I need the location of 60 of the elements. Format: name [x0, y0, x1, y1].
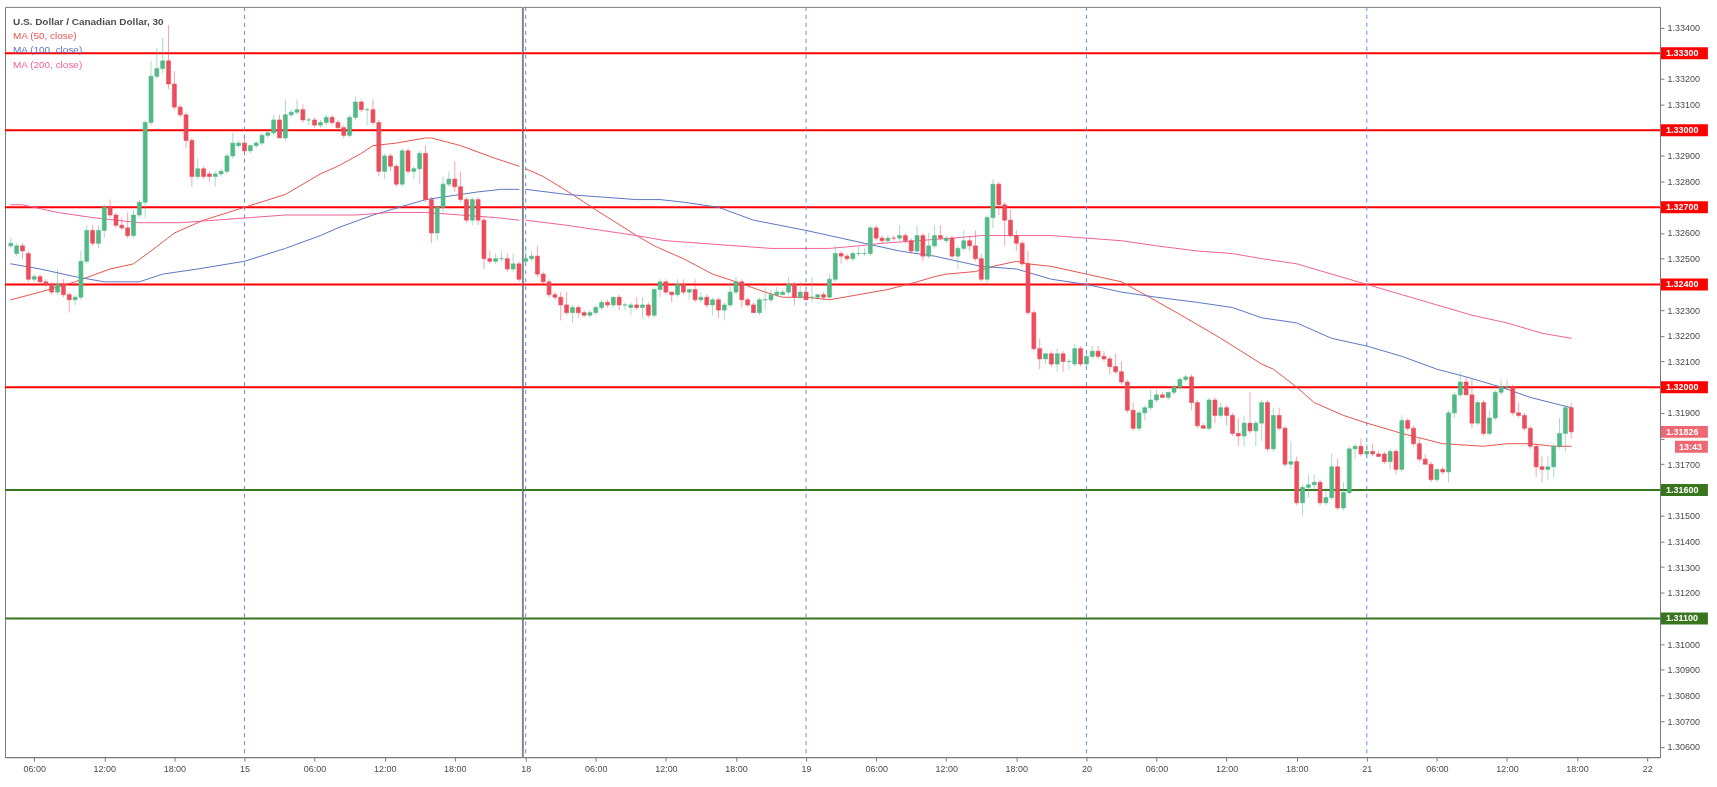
y-tick-label: 1.32500	[1667, 254, 1700, 265]
y-tick-label: 1.31700	[1667, 459, 1700, 470]
x-tick-label: 18:00	[1285, 763, 1309, 774]
text: U.S. Dollar / Canadian Dollar, 30	[12, 15, 165, 27]
y-tick-label: 1.30900	[1667, 665, 1700, 676]
x-tick-label: 06:00	[1145, 763, 1169, 774]
y-tick-label: 1.31500	[1667, 511, 1700, 522]
y-tick-label: 1.32200	[1667, 331, 1700, 342]
y-tick-label: 1.31000	[1667, 639, 1700, 650]
ref-line-label: 1.32400	[1665, 279, 1699, 290]
y-tick-label: 1.32300	[1667, 305, 1700, 316]
candlestick	[1358, 438, 1364, 458]
x-tick-label: 06:00	[1426, 763, 1449, 774]
y-tick-label: 1.30600	[1667, 742, 1700, 753]
x-tick-label: 12:00	[935, 763, 958, 774]
ref-line-label: 1.32000	[1665, 382, 1699, 393]
x-tick-label: 18:00	[1566, 763, 1589, 774]
x-tick-label: 06:00	[303, 763, 327, 774]
x-tick-label: 12:00	[93, 763, 117, 774]
x-tick-label: 18	[521, 763, 532, 774]
x-tick-label: 06:00	[585, 763, 608, 774]
y-tick-label: 1.31900	[1667, 408, 1700, 419]
y-tick-label: 1.32100	[1667, 356, 1700, 367]
x-tick-label: 06:00	[865, 763, 888, 774]
x-tick-label: 12:00	[373, 763, 397, 774]
ref-line-label: 1.32700	[1665, 202, 1699, 213]
ref-line-label: 1.33000	[1665, 125, 1699, 136]
x-tick-label: 18:00	[163, 763, 187, 774]
text: 13:43	[1678, 441, 1702, 452]
x-tick-label: 15	[239, 763, 250, 774]
x-tick-label: 18:00	[444, 763, 467, 774]
x-tick-label: 18:00	[725, 763, 748, 774]
ref-line-label: 1.31600	[1665, 484, 1699, 495]
y-tick-label: 1.31400	[1667, 536, 1700, 547]
y-tick-label: 1.30800	[1667, 690, 1700, 701]
text: 1.31826	[1665, 426, 1699, 437]
y-tick-label: 1.33400	[1667, 22, 1700, 33]
x-tick-label: 12:00	[1496, 763, 1519, 774]
y-tick-label: 1.30700	[1667, 716, 1700, 727]
ref-line-label: 1.31100	[1665, 613, 1698, 624]
x-tick-label: 06:00	[23, 763, 46, 774]
y-tick-label: 1.32800	[1667, 177, 1700, 188]
text: MA (50, close)	[12, 29, 77, 41]
y-tick-label: 1.31300	[1667, 562, 1700, 573]
y-tick-label: 1.31200	[1667, 588, 1700, 599]
y-tick-label: 1.33200	[1667, 74, 1700, 85]
x-tick-label: 21	[1362, 763, 1373, 774]
x-tick-label: 12:00	[1215, 763, 1239, 774]
x-tick-label: 18:00	[1005, 763, 1029, 774]
candlestick	[510, 253, 516, 273]
x-tick-label: 12:00	[655, 763, 678, 774]
x-tick-label: 19	[801, 763, 812, 774]
y-tick-label: 1.33100	[1667, 100, 1700, 111]
x-tick-label: 20	[1081, 763, 1092, 774]
x-tick-label: 22	[1642, 763, 1653, 774]
ref-line-label: 1.33300	[1665, 48, 1699, 59]
text: MA (200, close)	[12, 58, 83, 70]
candlestick	[698, 291, 704, 303]
y-tick-label: 1.32900	[1667, 151, 1700, 162]
y-tick-label: 1.32600	[1667, 228, 1700, 239]
